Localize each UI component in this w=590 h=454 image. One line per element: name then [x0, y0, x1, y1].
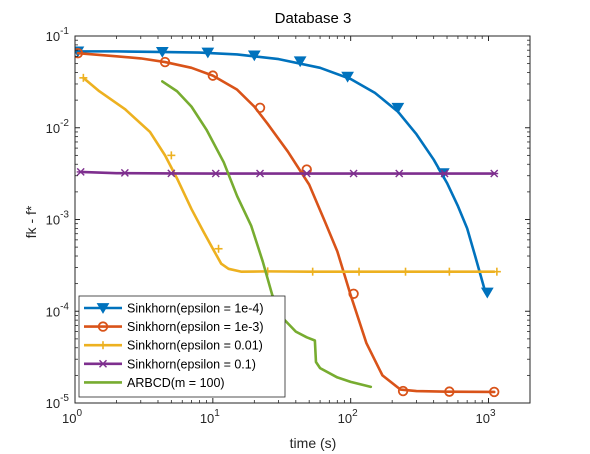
- series-0-marker-8: [480, 287, 494, 299]
- series-2-marker-7: [445, 267, 454, 276]
- series-0-marker-5: [341, 71, 354, 83]
- series-3-marker-4: [256, 169, 265, 178]
- series-line-2: [82, 76, 496, 273]
- series-0-marker-4: [293, 56, 307, 68]
- series-line-0: [76, 50, 487, 294]
- legend-label-1: Sinkhorn(epsilon = 1e-3): [127, 320, 264, 334]
- series-1-marker-0: [75, 47, 84, 59]
- series-1-marker-1: [159, 56, 171, 68]
- series-3-marker-5: [302, 169, 311, 178]
- x-tick-label-1: 101: [200, 408, 220, 426]
- series-1-marker-7: [444, 386, 455, 397]
- legend-marker-0: [96, 303, 110, 314]
- series-2-marker-2: [214, 244, 223, 253]
- series-3-marker-3: [211, 169, 220, 178]
- legend-label-4: ARBCD(m = 100): [127, 376, 225, 390]
- x-tick-label-2: 102: [338, 408, 358, 426]
- series-3-marker-6: [349, 169, 358, 178]
- x-axis-label: time (s): [290, 435, 337, 451]
- series-0-marker-1: [155, 46, 169, 58]
- y-tick-label-1: 10-4: [46, 301, 70, 319]
- y-tick-label-2: 10-3: [46, 210, 70, 228]
- series-2-marker-1: [167, 151, 176, 160]
- y-tick-label-0: 10-5: [46, 393, 70, 411]
- series-3-marker-9: [490, 169, 499, 178]
- legend-entry-3: Sinkhorn(epsilon = 0.1): [84, 357, 256, 371]
- axes-layer: 100 101 102 103 10-5 10-4 10-3 10-2 10-1: [46, 26, 531, 426]
- series-2-marker-6: [401, 267, 410, 276]
- legend-marker-3: [99, 359, 107, 368]
- series-2-marker-5: [355, 267, 364, 276]
- legend-label-3: Sinkhorn(epsilon = 0.1): [127, 357, 256, 371]
- series-0-marker-3: [247, 50, 261, 62]
- legend-marker-1: [97, 321, 109, 332]
- series-1-marker-6: [397, 385, 409, 397]
- series-1-marker-8: [489, 386, 500, 398]
- y-axis-label: fk - f*: [23, 205, 39, 238]
- x-tick-label-3: 103: [475, 408, 495, 426]
- y-tick-label-3: 10-2: [46, 118, 70, 136]
- legend-label-0: Sinkhorn(epsilon = 1e-4): [127, 302, 264, 316]
- x-tick-label-0: 100: [62, 408, 82, 426]
- series-3-marker-1: [120, 168, 129, 177]
- y-tick-label-4: 10-1: [46, 26, 70, 44]
- legend-entry-1: Sinkhorn(epsilon = 1e-3): [84, 320, 264, 334]
- series-group: [75, 46, 501, 398]
- series-0-marker-6: [391, 102, 405, 114]
- series-0-marker-2: [201, 47, 215, 59]
- series-3-marker-2: [167, 169, 176, 178]
- series-1-marker-3: [254, 102, 266, 113]
- series-1-marker-5: [348, 288, 359, 299]
- legend: Sinkhorn(epsilon = 1e-4) Sinkhorn(epsilon…: [78, 295, 286, 398]
- series-2-marker-0: [79, 73, 88, 82]
- legend-entry-0: Sinkhorn(epsilon = 1e-4): [84, 302, 264, 316]
- legend-entry-2: Sinkhorn(epsilon = 0.01): [84, 339, 263, 353]
- series-3-marker-8: [440, 169, 449, 178]
- series-3-marker-0: [76, 167, 85, 176]
- legend-marker-2: [99, 341, 107, 350]
- series-2-marker-4: [308, 267, 317, 276]
- legend-entry-4: ARBCD(m = 100): [84, 376, 225, 390]
- series-2-marker-8: [492, 267, 501, 276]
- series-layer: [75, 46, 501, 398]
- legend-label-2: Sinkhorn(epsilon = 0.01): [127, 339, 263, 353]
- series-3-marker-7: [395, 169, 404, 178]
- chart-title: Database 3: [275, 10, 352, 27]
- series-1-marker-2: [207, 70, 219, 81]
